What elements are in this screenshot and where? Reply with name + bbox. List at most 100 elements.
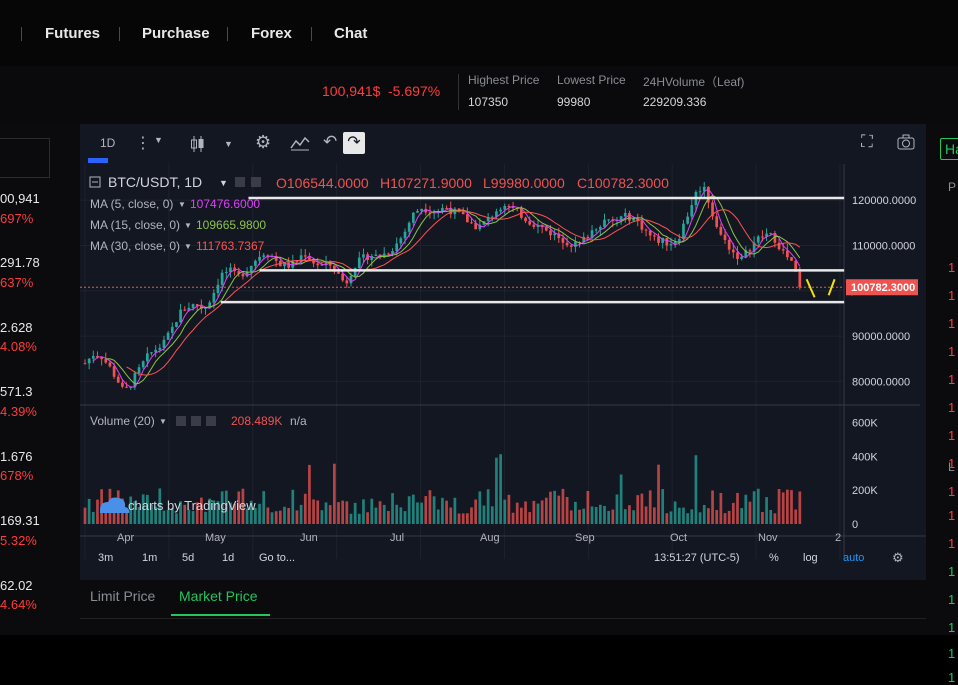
- volume-bar: [648, 490, 652, 524]
- volume-na: n/a: [290, 414, 307, 428]
- orderbook-row: 1: [948, 260, 956, 275]
- candle-body: [449, 208, 453, 215]
- range-button[interactable]: 1d: [222, 552, 234, 564]
- percent-toggle[interactable]: %: [769, 552, 779, 564]
- chevron-down-icon[interactable]: ▼: [184, 221, 192, 230]
- volume-bar: [657, 464, 660, 524]
- nav-forex[interactable]: Forex: [251, 25, 292, 42]
- chevron-down-icon[interactable]: ▼: [219, 178, 228, 188]
- range-button[interactable]: Go to...: [259, 552, 295, 564]
- volume-bar: [374, 507, 378, 524]
- gear-icon[interactable]: ⚙: [255, 132, 272, 152]
- chevron-down-icon[interactable]: ▼: [154, 135, 163, 145]
- range-button[interactable]: 5d: [182, 552, 194, 564]
- market-change: 4.08%: [0, 339, 37, 354]
- collapse-legend-icon[interactable]: [89, 176, 101, 188]
- candle-body: [220, 272, 224, 285]
- volume-bar: [707, 508, 710, 524]
- tab-market-price[interactable]: Market Price: [179, 588, 258, 604]
- market-price: 571.3: [0, 384, 33, 399]
- volume-bar: [511, 512, 515, 524]
- candle-body: [237, 271, 241, 274]
- chevron-down-icon[interactable]: ▼: [178, 200, 186, 209]
- range-button[interactable]: 1m: [142, 552, 157, 564]
- chevron-down-icon[interactable]: ▼: [184, 242, 192, 251]
- volume-bar: [175, 513, 178, 524]
- volume-bar: [303, 493, 307, 524]
- volume-bar: [183, 504, 187, 524]
- orderbook-row: 1: [948, 372, 956, 387]
- close-mini-icon[interactable]: [251, 177, 261, 187]
- gear-icon[interactable]: ⚙: [892, 550, 904, 565]
- candle-body: [116, 376, 120, 383]
- candle-body: [727, 239, 731, 250]
- candle-body: [287, 262, 290, 268]
- volume-bar: [744, 494, 748, 524]
- interval-selector[interactable]: 1D: [100, 136, 116, 150]
- candle-body: [208, 302, 212, 308]
- tradingview-chart[interactable]: 1D ⋮ ▼ ▼ ⚙ ↶ ↷ ⛶ 80000.0000 90000.0000 100…: [80, 124, 926, 580]
- orderbook-row: 1: [948, 620, 956, 635]
- volume-settings-icon[interactable]: [176, 416, 186, 426]
- orderbook-row: 1: [948, 344, 956, 359]
- nav-purchase[interactable]: Purchase: [142, 25, 210, 42]
- volume-bar: [607, 510, 611, 524]
- settings-mini-icon[interactable]: [235, 177, 245, 187]
- tab-limit-price[interactable]: Limit Price: [90, 588, 156, 604]
- price-candles: [83, 181, 802, 390]
- volume-bar: [520, 507, 523, 524]
- candle-body: [532, 224, 536, 227]
- log-toggle[interactable]: log: [803, 552, 818, 564]
- market-price: 1.676: [0, 449, 33, 464]
- undo-icon[interactable]: ↶: [323, 132, 338, 151]
- market-search-box[interactable]: [0, 138, 50, 178]
- volume-bar: [619, 474, 623, 524]
- volume-bar: [727, 510, 731, 524]
- volume-bar: [129, 496, 133, 524]
- candle-body: [170, 326, 174, 333]
- volume-bar: [262, 491, 266, 524]
- volume-label: 24HVolume（Leaf): [643, 75, 745, 89]
- volume-bar: [694, 455, 698, 524]
- price-tick-label: 90000.0000: [852, 331, 910, 343]
- indicators-icon[interactable]: [290, 135, 310, 151]
- candle-body: [511, 206, 515, 209]
- auto-toggle[interactable]: auto: [843, 552, 864, 564]
- ma5-label: MA (5, close, 0): [90, 197, 173, 211]
- volume-settings-icon[interactable]: [191, 416, 201, 426]
- candle-body: [465, 214, 469, 223]
- chevron-down-icon[interactable]: ▼: [159, 417, 167, 426]
- highest-price-value: 107350: [468, 95, 509, 109]
- volume-bar: [723, 513, 727, 524]
- candle-body: [657, 236, 660, 243]
- nav-futures[interactable]: Futures: [45, 25, 101, 42]
- volume-bar: [220, 491, 224, 524]
- moving-averages: [92, 188, 801, 388]
- time-tick-label: Aug: [480, 532, 500, 544]
- volume-bar: [486, 489, 490, 524]
- chart-canvas[interactable]: 80000.000090000.0000100000.0000110000.00…: [80, 164, 926, 580]
- right-tab[interactable]: Ha: [940, 138, 958, 160]
- candle-body: [702, 186, 706, 192]
- candle-body: [445, 207, 448, 209]
- volume-bar: [465, 513, 469, 524]
- time-tick-label: Nov: [758, 532, 778, 544]
- ohlc-low: L99980.0000: [483, 175, 565, 191]
- volume-close-icon[interactable]: [206, 416, 216, 426]
- ma15-value: 109665.9800: [196, 218, 266, 232]
- chevron-down-icon[interactable]: ▼: [224, 139, 233, 149]
- symbol-label[interactable]: BTC/USDT, 1D: [108, 174, 202, 190]
- more-vert-icon[interactable]: ⋮: [135, 135, 151, 152]
- redo-icon[interactable]: ↷: [343, 132, 365, 154]
- volume-bar: [490, 506, 494, 524]
- camera-icon[interactable]: [896, 133, 916, 151]
- nav-chat[interactable]: Chat: [334, 25, 368, 42]
- candlestick-icon[interactable]: [190, 134, 206, 154]
- volume-bar: [715, 510, 719, 524]
- candle-body: [773, 233, 777, 243]
- candle-body: [349, 275, 353, 284]
- range-button[interactable]: 3m: [98, 552, 113, 564]
- candle-body: [424, 208, 428, 213]
- volume-bar: [586, 490, 590, 524]
- fullscreen-icon[interactable]: ⛶: [861, 132, 873, 151]
